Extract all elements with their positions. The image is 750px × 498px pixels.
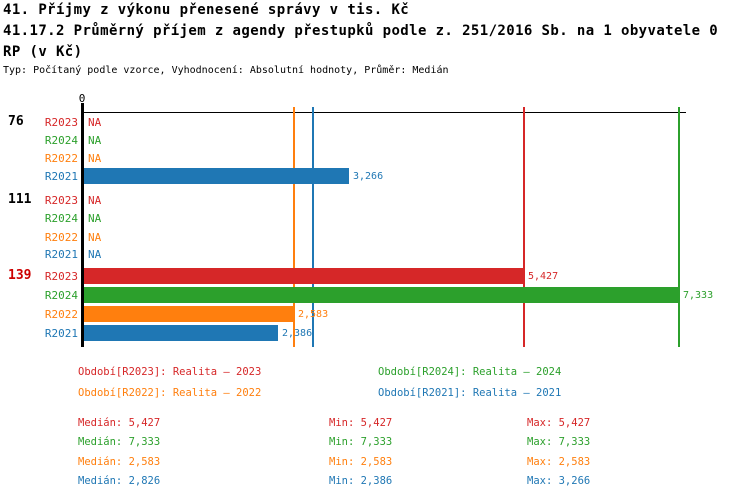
axis-zero-line bbox=[81, 103, 84, 347]
stat-min-r2022: Min: 2,583 bbox=[329, 456, 393, 468]
chart-row: R2023 5,427 bbox=[0, 268, 558, 284]
group-label-139: 139 bbox=[8, 268, 32, 283]
bar-group76-r2021 bbox=[84, 168, 349, 184]
stat-min-r2024: Min: 7,333 bbox=[329, 436, 393, 448]
stat-median-r2021: Medián: 2,826 bbox=[78, 475, 161, 487]
x-axis-line bbox=[83, 112, 686, 113]
legend-item-r2023: Období[R2023]: Realita – 2023 bbox=[78, 366, 262, 378]
chart-row: R2024 NA bbox=[0, 132, 101, 148]
legend-item-r2022: Období[R2022]: Realita – 2022 bbox=[78, 387, 262, 399]
na-value: NA bbox=[88, 193, 102, 207]
chart-row: R2021 2,386 bbox=[0, 325, 312, 341]
chart-row: R2022 NA bbox=[0, 229, 101, 245]
year-label: R2021 bbox=[44, 247, 78, 261]
bar-group139-r2021 bbox=[84, 325, 278, 341]
bar-value-label: 3,266 bbox=[353, 170, 384, 182]
bar-value-label: 7,333 bbox=[683, 289, 714, 301]
na-value: NA bbox=[88, 115, 102, 129]
stat-median-r2023: Medián: 5,427 bbox=[78, 417, 161, 429]
chart-row: R2023 NA bbox=[0, 114, 101, 130]
chart-row: R2022 2,583 bbox=[0, 306, 328, 322]
chart-row: R2022 NA bbox=[0, 150, 101, 166]
year-label: R2024 bbox=[44, 288, 78, 302]
chart-row: R2021 NA bbox=[0, 246, 101, 262]
group-label-76: 76 bbox=[8, 114, 24, 129]
stat-max-r2021: Max: 3,266 bbox=[527, 475, 591, 487]
stat-max-r2023: Max: 5,427 bbox=[527, 417, 591, 429]
na-value: NA bbox=[88, 133, 102, 147]
bar-group139-r2024 bbox=[84, 287, 679, 303]
year-label: R2022 bbox=[44, 230, 78, 244]
stat-median-r2024: Medián: 7,333 bbox=[78, 436, 161, 448]
year-label: R2021 bbox=[44, 326, 78, 340]
year-label: R2023 bbox=[44, 193, 78, 207]
chart-row: R2023 NA bbox=[0, 192, 101, 208]
stat-max-r2024: Max: 7,333 bbox=[527, 436, 591, 448]
chart-row: R2024 NA bbox=[0, 210, 101, 226]
stat-min-r2023: Min: 5,427 bbox=[329, 417, 393, 429]
axis-zero-tick-label: 0 bbox=[78, 92, 86, 105]
year-label: R2023 bbox=[44, 269, 78, 283]
year-label: R2024 bbox=[44, 133, 78, 147]
title-line-2: 41.17.2 Průměrný příjem z agendy přestup… bbox=[3, 23, 719, 39]
bar-value-label: 2,386 bbox=[282, 327, 313, 339]
chart-subtitle: Typ: Počítaný podle vzorce, Vyhodnocení:… bbox=[3, 65, 449, 76]
title-line-3: RP (v Kč) bbox=[3, 44, 83, 60]
year-label: R2022 bbox=[44, 151, 78, 165]
stat-min-r2021: Min: 2,386 bbox=[329, 475, 393, 487]
year-label: R2022 bbox=[44, 307, 78, 321]
year-label: R2023 bbox=[44, 115, 78, 129]
na-value: NA bbox=[88, 247, 102, 261]
year-label: R2024 bbox=[44, 211, 78, 225]
legend-item-r2021: Období[R2021]: Realita – 2021 bbox=[378, 387, 562, 399]
na-value: NA bbox=[88, 230, 102, 244]
year-label: R2021 bbox=[44, 169, 78, 183]
bar-group139-r2023 bbox=[84, 268, 524, 284]
legend-item-r2024: Období[R2024]: Realita – 2024 bbox=[378, 366, 562, 378]
bar-group139-r2022 bbox=[84, 306, 294, 322]
na-value: NA bbox=[88, 211, 102, 225]
title-line-1: 41. Příjmy z výkonu přenesené správy v t… bbox=[3, 2, 410, 18]
group-label-111: 111 bbox=[8, 192, 32, 207]
median-line-r2021 bbox=[312, 107, 314, 347]
bar-value-label: 5,427 bbox=[528, 270, 559, 282]
stat-median-r2022: Medián: 2,583 bbox=[78, 456, 161, 468]
bar-value-label: 2,583 bbox=[298, 308, 329, 320]
na-value: NA bbox=[88, 151, 102, 165]
stat-max-r2022: Max: 2,583 bbox=[527, 456, 591, 468]
chart-row: R2024 7,333 bbox=[0, 287, 713, 303]
median-line-r2022 bbox=[293, 107, 295, 347]
chart-row: R2021 3,266 bbox=[0, 168, 383, 184]
median-line-r2023 bbox=[523, 107, 525, 347]
median-line-r2024 bbox=[678, 107, 680, 347]
